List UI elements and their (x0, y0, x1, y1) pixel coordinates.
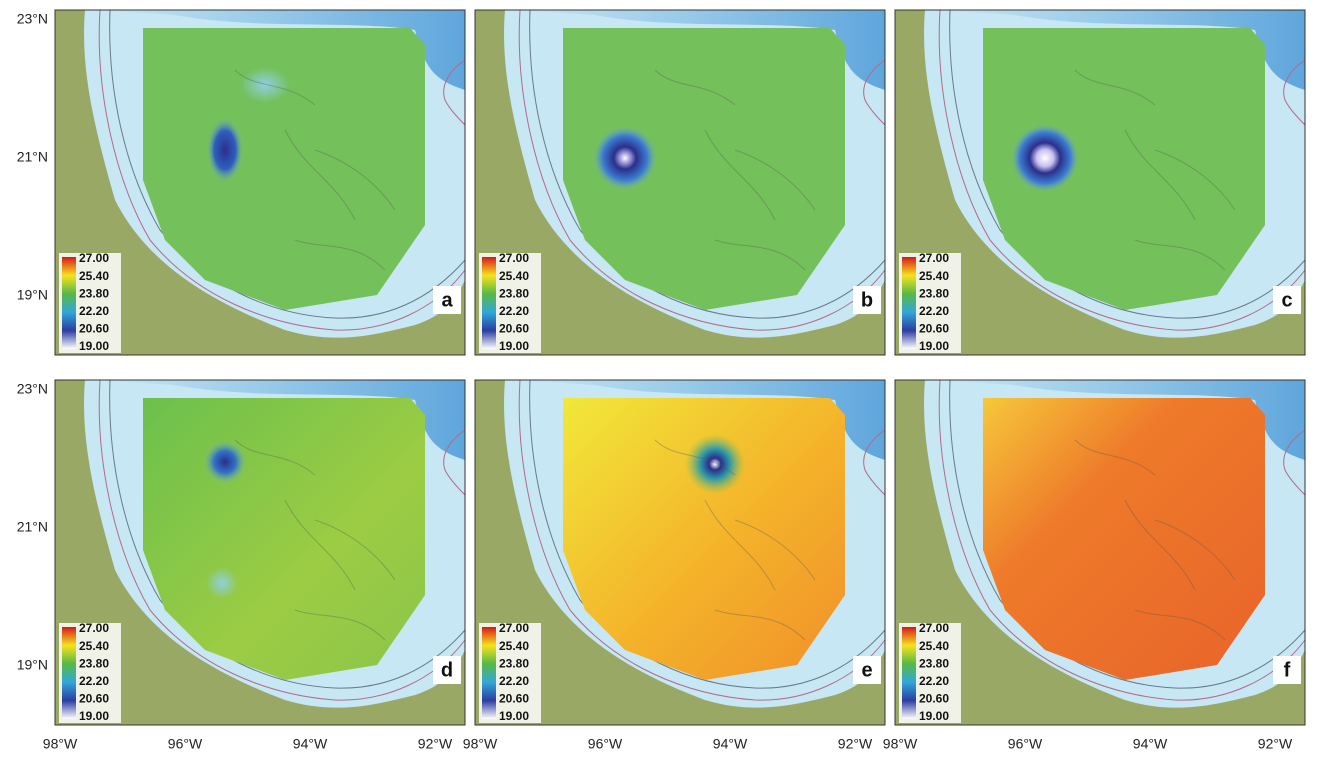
legend-label: 25.40 (499, 639, 529, 653)
map-panel: 27.00 25.40 23.80 22.20 20.60 19.00 f (895, 380, 1305, 725)
legend-label: 25.40 (499, 269, 529, 283)
legend-label: 27.00 (499, 621, 529, 635)
longitude-label: 96°W (588, 736, 623, 752)
legend-label: 20.60 (919, 322, 949, 336)
anomaly (206, 567, 238, 599)
legend-label: 20.60 (79, 692, 109, 706)
longitude-label: 92°W (418, 736, 453, 752)
panel-letter: b (861, 289, 873, 311)
legend-label: 25.40 (919, 269, 949, 283)
longitude-label: 92°W (1258, 736, 1293, 752)
legend-label: 27.00 (499, 251, 529, 265)
anomaly (240, 67, 290, 103)
latitude-label: 23°N (17, 11, 48, 27)
legend-label: 27.00 (919, 251, 949, 265)
anomaly (1011, 124, 1079, 192)
colorbar (62, 257, 76, 349)
longitude-label: 94°W (1133, 736, 1168, 752)
latitude-label: 21°N (17, 519, 48, 535)
legend-label: 25.40 (919, 639, 949, 653)
legend-label: 23.80 (499, 656, 529, 670)
latitude-label: 23°N (17, 381, 48, 397)
legend-label: 23.80 (919, 286, 949, 300)
map-panel: 27.00 25.40 23.80 22.20 20.60 19.00 e (475, 380, 885, 725)
legend-label: 19.00 (499, 339, 529, 353)
legend-label: 25.40 (79, 269, 109, 283)
legend-label: 22.20 (919, 304, 949, 318)
legend-label: 23.80 (919, 656, 949, 670)
legend-label: 22.20 (919, 674, 949, 688)
colorbar (482, 257, 496, 349)
colorbar (62, 627, 76, 719)
longitude-label: 96°W (1008, 736, 1043, 752)
latitude-label: 19°N (17, 287, 48, 303)
legend-label: 22.20 (499, 674, 529, 688)
anomaly (593, 126, 657, 190)
legend-label: 20.60 (499, 692, 529, 706)
legend-label: 19.00 (79, 339, 109, 353)
legend-label: 25.40 (79, 639, 109, 653)
legend-label: 20.60 (499, 322, 529, 336)
legend-label: 27.00 (79, 251, 109, 265)
legend-label: 23.80 (499, 286, 529, 300)
longitude-label: 98°W (883, 736, 918, 752)
latitude-label: 21°N (17, 149, 48, 165)
legend-label: 22.20 (79, 674, 109, 688)
anomaly (685, 434, 745, 494)
legend-label: 27.00 (79, 621, 109, 635)
figure: 27.00 25.40 23.80 22.20 20.60 19.00 a 27.00 25.4… (0, 0, 1333, 757)
map-panel: 27.00 25.40 23.80 22.20 20.60 19.00 a (55, 10, 465, 355)
longitude-label: 98°W (463, 736, 498, 752)
panel-letter: f (1284, 659, 1291, 681)
legend-label: 19.00 (919, 339, 949, 353)
legend-label: 20.60 (79, 322, 109, 336)
panel-letter: c (1281, 289, 1292, 311)
legend-label: 23.80 (79, 286, 109, 300)
map-panel: 27.00 25.40 23.80 22.20 20.60 19.00 c (895, 10, 1305, 355)
panel-letter: d (441, 659, 453, 681)
legend-label: 27.00 (919, 621, 949, 635)
longitude-label: 98°W (43, 736, 78, 752)
map-panel: 27.00 25.40 23.80 22.20 20.60 19.00 d (55, 380, 465, 725)
map-panel: 27.00 25.40 23.80 22.20 20.60 19.00 b (475, 10, 885, 355)
legend-label: 22.20 (79, 304, 109, 318)
panel-letter: e (861, 659, 872, 681)
colorbar (902, 627, 916, 719)
legend-label: 19.00 (919, 709, 949, 723)
legend-label: 22.20 (499, 304, 529, 318)
legend-label: 19.00 (499, 709, 529, 723)
longitude-label: 96°W (168, 736, 203, 752)
anomaly (203, 440, 247, 484)
longitude-label: 94°W (713, 736, 748, 752)
legend-label: 20.60 (919, 692, 949, 706)
latitude-label: 19°N (17, 657, 48, 673)
colorbar (902, 257, 916, 349)
panel-letter: a (441, 289, 453, 311)
anomaly (207, 118, 243, 182)
legend-label: 19.00 (79, 709, 109, 723)
longitude-label: 92°W (838, 736, 873, 752)
legend-label: 23.80 (79, 656, 109, 670)
longitude-label: 94°W (293, 736, 328, 752)
colorbar (482, 627, 496, 719)
